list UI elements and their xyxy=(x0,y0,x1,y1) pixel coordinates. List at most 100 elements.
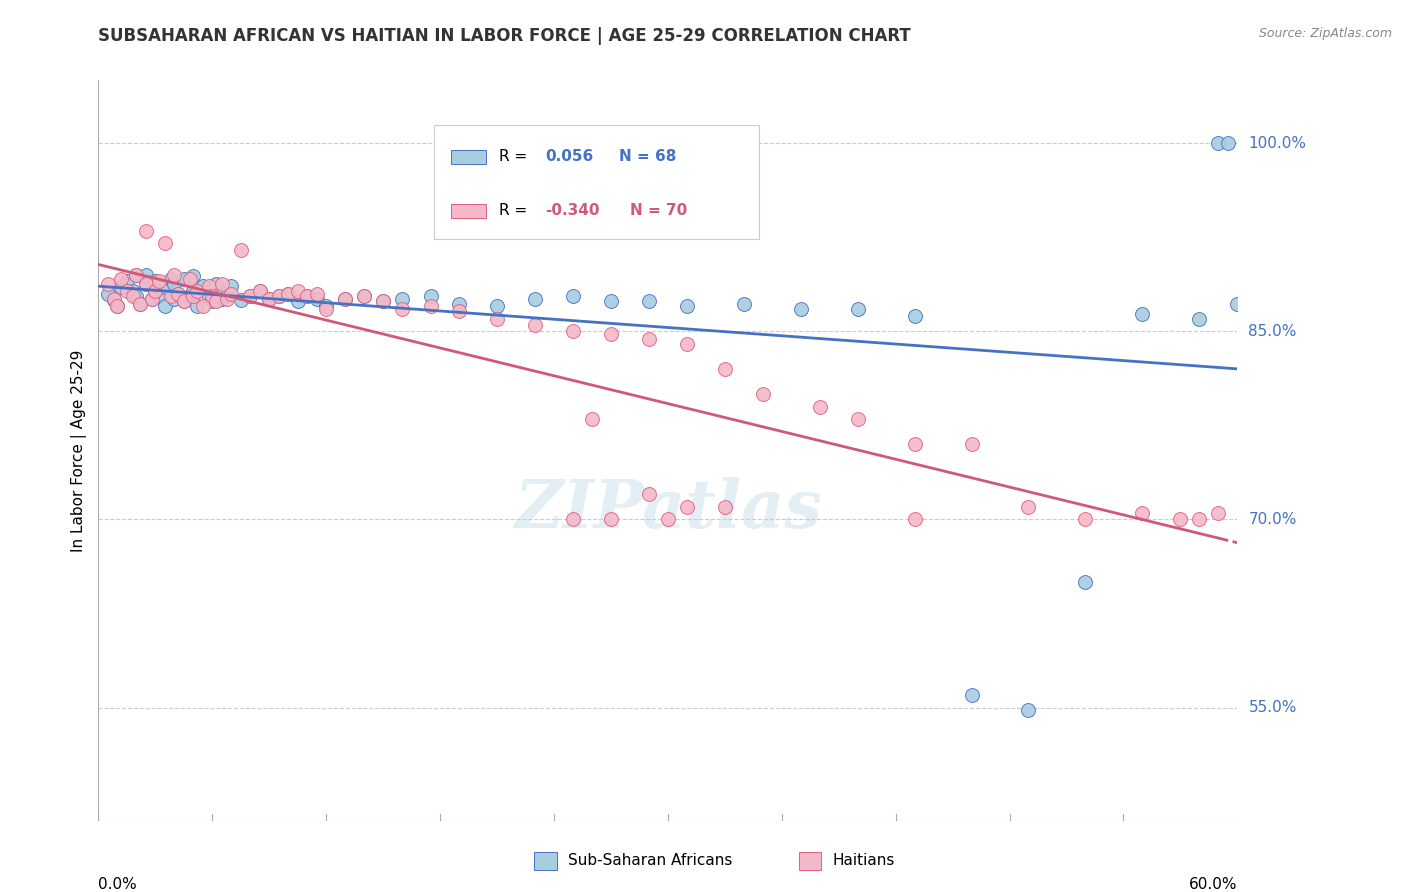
Point xyxy=(211,277,233,291)
Point xyxy=(229,293,252,307)
Point xyxy=(97,277,120,291)
Point xyxy=(676,299,699,313)
Point xyxy=(197,279,219,293)
Point xyxy=(1216,136,1239,150)
Point xyxy=(167,286,190,301)
Point xyxy=(110,271,132,285)
Point xyxy=(129,296,152,310)
Point xyxy=(1226,296,1249,310)
Point xyxy=(287,294,309,309)
Point xyxy=(391,292,413,306)
Point xyxy=(103,293,125,307)
Point xyxy=(353,289,375,303)
Point xyxy=(197,289,219,303)
Text: R =: R = xyxy=(499,203,533,219)
Point xyxy=(371,294,394,309)
Point xyxy=(600,326,623,341)
Text: Sub-Saharan Africans: Sub-Saharan Africans xyxy=(568,854,733,868)
Point xyxy=(371,294,394,309)
Text: 85.0%: 85.0% xyxy=(1249,324,1296,339)
Point xyxy=(657,512,679,526)
Text: 55.0%: 55.0% xyxy=(1249,700,1296,715)
Point xyxy=(1208,136,1230,150)
Point xyxy=(259,292,281,306)
Point xyxy=(1074,512,1097,526)
Point xyxy=(486,311,509,326)
Point xyxy=(163,268,186,282)
Point xyxy=(183,268,205,283)
Point xyxy=(562,324,585,338)
Point xyxy=(1170,512,1192,526)
Text: N = 70: N = 70 xyxy=(630,203,688,219)
Point xyxy=(173,294,195,309)
Text: 0.0%: 0.0% xyxy=(98,877,138,892)
Point xyxy=(239,289,262,303)
Point xyxy=(121,284,143,298)
Point xyxy=(808,400,831,414)
Point xyxy=(217,292,239,306)
Point xyxy=(145,284,167,298)
Point xyxy=(153,299,176,313)
Point xyxy=(259,292,281,306)
Point xyxy=(449,304,471,318)
Point xyxy=(1132,506,1154,520)
Point xyxy=(581,412,603,426)
Point xyxy=(353,289,375,303)
Point xyxy=(267,289,290,303)
Point xyxy=(221,279,243,293)
Point xyxy=(305,292,328,306)
Text: 100.0%: 100.0% xyxy=(1249,136,1306,151)
Point xyxy=(638,332,661,346)
Point xyxy=(600,512,623,526)
Text: R =: R = xyxy=(499,149,533,164)
Text: Haitians: Haitians xyxy=(832,854,894,868)
Point xyxy=(904,437,927,451)
Point xyxy=(297,289,319,303)
Text: Source: ZipAtlas.com: Source: ZipAtlas.com xyxy=(1258,27,1392,40)
Point xyxy=(267,289,290,303)
Point xyxy=(229,243,252,257)
Bar xyxy=(451,203,485,218)
Point xyxy=(129,296,152,310)
Point xyxy=(107,299,129,313)
Point xyxy=(186,284,208,298)
Point xyxy=(148,274,170,288)
Point xyxy=(191,279,214,293)
Point xyxy=(167,286,190,301)
Point xyxy=(153,236,176,251)
Point xyxy=(173,294,195,309)
Point xyxy=(135,224,157,238)
Text: 60.0%: 60.0% xyxy=(1189,877,1237,892)
Point xyxy=(110,280,132,294)
Point xyxy=(141,292,163,306)
Point xyxy=(115,274,138,288)
Point xyxy=(183,289,205,303)
Point xyxy=(179,289,201,303)
Point xyxy=(638,294,661,309)
Point xyxy=(1188,311,1211,326)
Point xyxy=(221,286,243,301)
Point xyxy=(846,301,869,316)
Point xyxy=(97,286,120,301)
Point xyxy=(1074,575,1097,590)
Point xyxy=(676,336,699,351)
Point xyxy=(121,289,143,303)
Point xyxy=(287,284,309,298)
Point xyxy=(239,289,262,303)
Point xyxy=(205,277,228,291)
Point xyxy=(960,437,983,451)
Point xyxy=(163,277,186,291)
Point xyxy=(217,286,239,301)
Text: SUBSAHARAN AFRICAN VS HAITIAN IN LABOR FORCE | AGE 25-29 CORRELATION CHART: SUBSAHARAN AFRICAN VS HAITIAN IN LABOR F… xyxy=(98,27,911,45)
Point xyxy=(714,362,737,376)
Point xyxy=(733,296,755,310)
Point xyxy=(419,289,441,303)
Text: ZIPatlas: ZIPatlas xyxy=(515,477,821,542)
Point xyxy=(486,299,509,313)
Point xyxy=(249,284,271,298)
Point xyxy=(419,299,441,313)
Point xyxy=(135,277,157,291)
Point xyxy=(145,284,167,298)
Point xyxy=(449,296,471,310)
Point xyxy=(135,277,157,291)
